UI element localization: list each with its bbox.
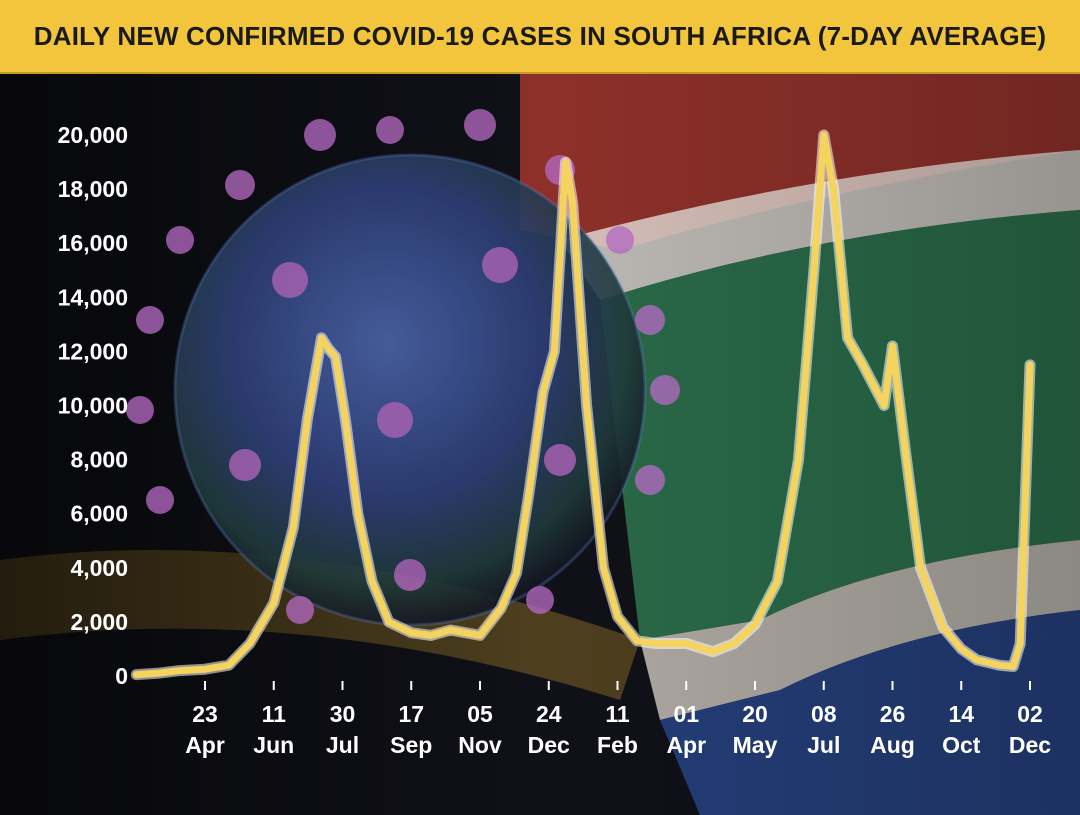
y-tick-label: 6,000: [70, 501, 128, 527]
x-tick-month-label: Aug: [870, 732, 915, 758]
x-tick-month-label: Dec: [528, 732, 570, 758]
y-tick-label: 0: [115, 663, 128, 689]
x-tick-month-label: Oct: [942, 732, 981, 758]
y-axis-ticks: 0 2,000 4,000 6,000 8,000 10,000 12,000 14,000 1…: [58, 122, 128, 689]
y-tick-label: 12,000: [58, 338, 128, 364]
x-axis-ticks: 23 Apr 11 Jun 30 Jul 17 Sep 05 Nov 24 Dec 11 Feb 01 Apr…: [185, 681, 1051, 758]
x-tick-month-label: Sep: [390, 732, 432, 758]
y-tick-label: 10,000: [58, 393, 128, 419]
x-tick-day-label: 30: [330, 701, 356, 727]
x-tick-month-label: Apr: [666, 732, 706, 758]
y-tick-label: 4,000: [70, 555, 128, 581]
x-tick-month-label: Nov: [458, 732, 502, 758]
x-tick-month-label: Jul: [326, 732, 359, 758]
y-tick-label: 8,000: [70, 447, 128, 473]
chart-title: DAILY NEW CONFIRMED COVID-19 CASES IN SO…: [33, 20, 1047, 51]
x-tick-day-label: 14: [948, 701, 974, 727]
x-tick-day-label: 08: [811, 701, 837, 727]
x-tick-day-label: 11: [262, 701, 287, 727]
y-tick-label: 14,000: [58, 284, 128, 310]
x-tick-day-label: 17: [398, 701, 424, 727]
x-tick-day-label: 01: [673, 701, 699, 727]
series-group: [130, 129, 1036, 681]
x-tick-day-label: 11: [605, 701, 630, 727]
title-bar: DAILY NEW CONFIRMED COVID-19 CASES IN SO…: [0, 0, 1080, 74]
x-tick-month-label: Jun: [253, 732, 294, 758]
x-tick-month-label: May: [733, 732, 778, 758]
y-tick-label: 2,000: [70, 609, 128, 635]
x-tick-day-label: 26: [880, 701, 906, 727]
x-tick-month-label: Feb: [597, 732, 638, 758]
series-line: [132, 131, 1034, 679]
x-tick-day-label: 24: [536, 701, 562, 727]
y-tick-label: 18,000: [58, 176, 128, 202]
x-tick-day-label: 23: [192, 701, 218, 727]
x-tick-month-label: Apr: [185, 732, 225, 758]
x-tick-day-label: 20: [742, 701, 768, 727]
x-tick-month-label: Dec: [1009, 732, 1051, 758]
y-tick-label: 16,000: [58, 230, 128, 256]
x-tick-day-label: 02: [1017, 701, 1043, 727]
x-tick-day-label: 05: [467, 701, 493, 727]
y-tick-label: 20,000: [58, 122, 128, 148]
x-tick-month-label: Jul: [807, 732, 840, 758]
